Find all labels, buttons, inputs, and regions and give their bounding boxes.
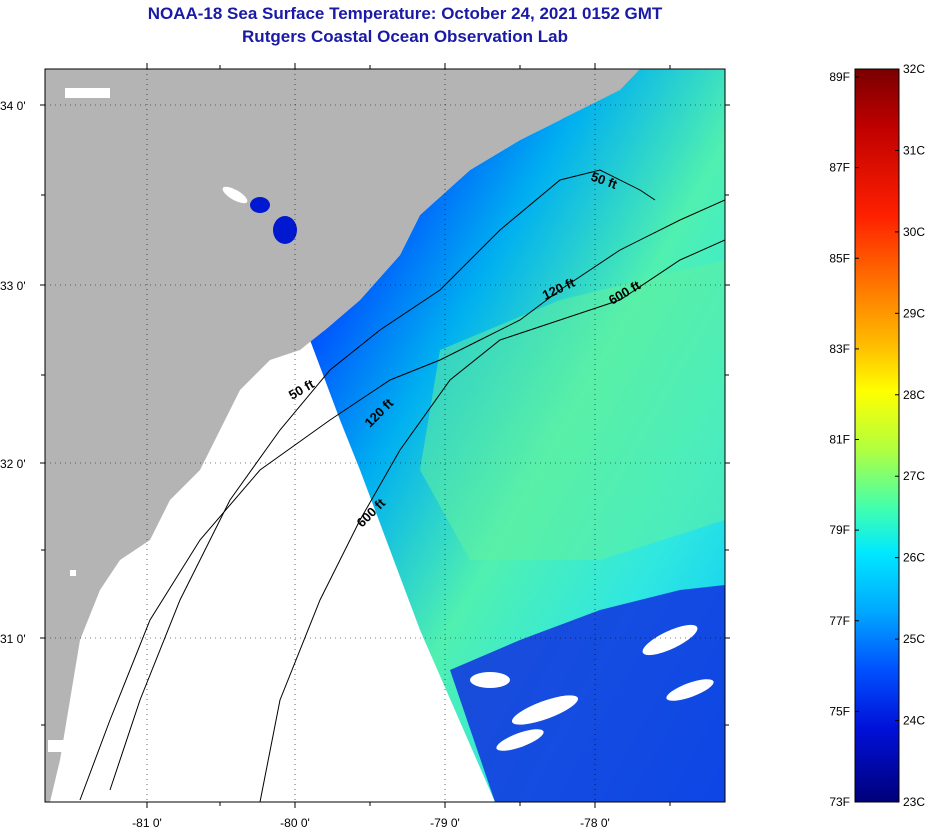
lon-label-79: -79 0' — [430, 816, 460, 830]
lat-label-33: 33 0' — [0, 279, 26, 293]
inland-water — [250, 197, 297, 244]
lat-label-34: 34 0' — [0, 99, 26, 113]
chart-title: NOAA-18 Sea Surface Temperature: October… — [147, 4, 663, 23]
colorbar-c-label: 25C — [903, 632, 925, 646]
colorbar-f-label: 83F — [829, 342, 850, 356]
colorbar-c-label: 28C — [903, 388, 925, 402]
colorbar-f-label: 81F — [829, 433, 850, 447]
lon-label-81: -81 0' — [132, 816, 162, 830]
colorbar-f-label: 75F — [829, 704, 850, 718]
chart-subtitle: Rutgers Coastal Ocean Observation Lab — [242, 27, 568, 46]
lat-label-31: 31 0' — [0, 632, 26, 646]
cloud-patches — [470, 624, 714, 751]
colorbar-c-label: 23C — [903, 795, 925, 809]
colorbar-c-label: 32C — [903, 62, 925, 76]
colorbar — [854, 68, 900, 803]
colorbar-fahrenheit-labels: 89F 87F 85F 83F 81F 79F 77F 75F 73F — [829, 70, 859, 809]
colorbar-c-label: 31C — [903, 143, 925, 157]
warm-water-band — [420, 260, 725, 560]
colorbar-c-label: 29C — [903, 306, 925, 320]
lon-label-78: -78 0' — [580, 816, 610, 830]
colorbar-f-label: 73F — [829, 795, 850, 809]
colorbar-f-label: 89F — [829, 70, 850, 84]
map-plot-area: 50 ft 120 ft 600 ft 50 ft 120 ft 600 ft — [45, 69, 725, 802]
land-mass — [45, 69, 640, 802]
colorbar-c-label: 27C — [903, 469, 925, 483]
colorbar-f-label: 87F — [829, 161, 850, 175]
colorbar-c-label: 26C — [903, 551, 925, 565]
depth-contours — [79, 169, 725, 802]
colorbar-f-label: 77F — [829, 614, 850, 628]
axis-ticks — [40, 63, 730, 808]
colorbar-c-label: 24C — [903, 714, 925, 728]
colorbar-f-label: 79F — [829, 523, 850, 537]
graticule — [45, 69, 725, 802]
lakes — [48, 88, 248, 752]
lat-label-32: 32 0' — [0, 457, 26, 471]
colorbar-c-label: 30C — [903, 225, 925, 239]
colorbar-celsius-labels: 32C 31C 30C 29C 28C 27C 26C 25C 24C 23C — [895, 62, 925, 809]
lon-label-80: -80 0' — [280, 816, 310, 830]
plot-frame — [44, 68, 726, 803]
colorbar-f-label: 85F — [829, 251, 850, 265]
